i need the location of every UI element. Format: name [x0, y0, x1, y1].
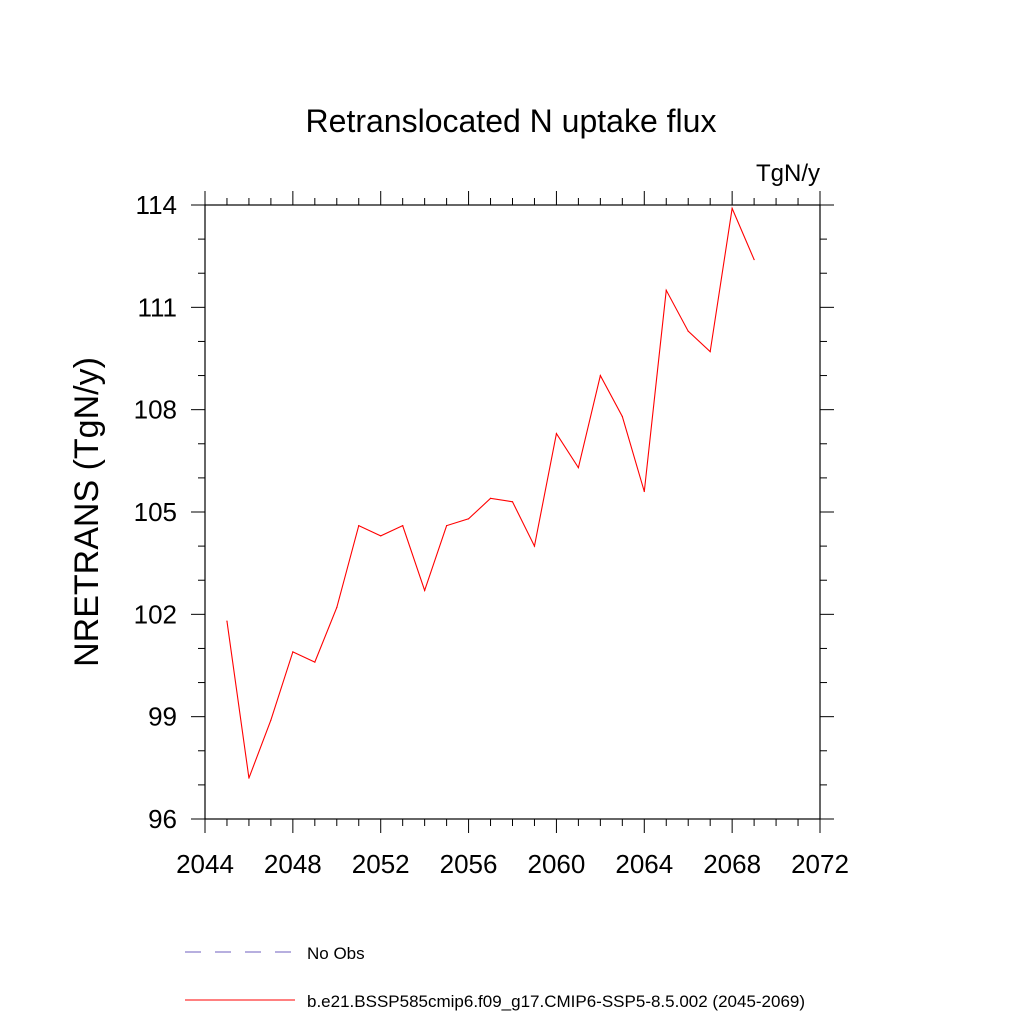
x-tick-label: 2048	[264, 849, 322, 879]
y-tick-label: 96	[148, 804, 177, 834]
data-point	[467, 518, 470, 520]
legend: No Obs b.e21.BSSP585cmip6.f09_g17.CMIP6-…	[185, 944, 805, 1011]
data-point	[731, 207, 733, 210]
y-tick-label: 99	[148, 702, 177, 732]
data-point	[489, 497, 492, 499]
y-tick-label: 111	[137, 292, 177, 322]
data-point	[621, 415, 623, 418]
data-point	[336, 606, 338, 609]
data-point	[424, 589, 426, 592]
axis-ticks: 2044 2048 2052 2056 2060 2064 2068 2072 96 99 102 1…	[134, 190, 849, 879]
y-tick-label: 105	[134, 497, 177, 527]
data-point	[446, 525, 448, 527]
data-point	[248, 777, 250, 779]
data-point	[709, 351, 711, 353]
x-tick-label: 2064	[615, 849, 673, 879]
series-group	[226, 206, 755, 779]
plot-frame	[204, 204, 821, 820]
y-tick-label: 114	[136, 190, 177, 220]
data-point	[358, 525, 360, 527]
data-point	[226, 620, 228, 622]
units-label: TgN/y	[756, 160, 820, 187]
data-point	[402, 525, 404, 527]
data-point	[314, 661, 316, 663]
x-tick-label: 2060	[528, 849, 586, 879]
y-tick-label: 108	[134, 395, 177, 425]
data-point	[292, 651, 294, 653]
data-point	[533, 545, 536, 547]
data-point	[380, 535, 382, 537]
x-tick-label: 2044	[176, 849, 234, 879]
data-point	[643, 490, 645, 493]
data-point	[555, 432, 558, 435]
legend-label-no-obs: No Obs	[307, 944, 365, 963]
x-tick-label: 2052	[352, 849, 410, 879]
x-tick-label: 2072	[791, 849, 849, 879]
data-point	[511, 501, 514, 503]
data-point	[270, 719, 272, 721]
data-point	[753, 258, 755, 261]
chart-title: Retranslocated N uptake flux	[306, 103, 717, 139]
series-line-0	[226, 206, 755, 779]
data-point	[665, 289, 667, 291]
data-point	[599, 374, 601, 377]
y-axis-label: NRETRANS (TgN/y)	[68, 357, 106, 667]
legend-label-model: b.e21.BSSP585cmip6.f09_g17.CMIP6-SSP5-8.…	[307, 992, 805, 1011]
x-tick-label: 2056	[440, 849, 498, 879]
data-point	[687, 330, 689, 332]
data-point	[577, 467, 579, 469]
y-tick-label: 102	[134, 599, 177, 629]
x-tick-label: 2068	[703, 849, 761, 879]
